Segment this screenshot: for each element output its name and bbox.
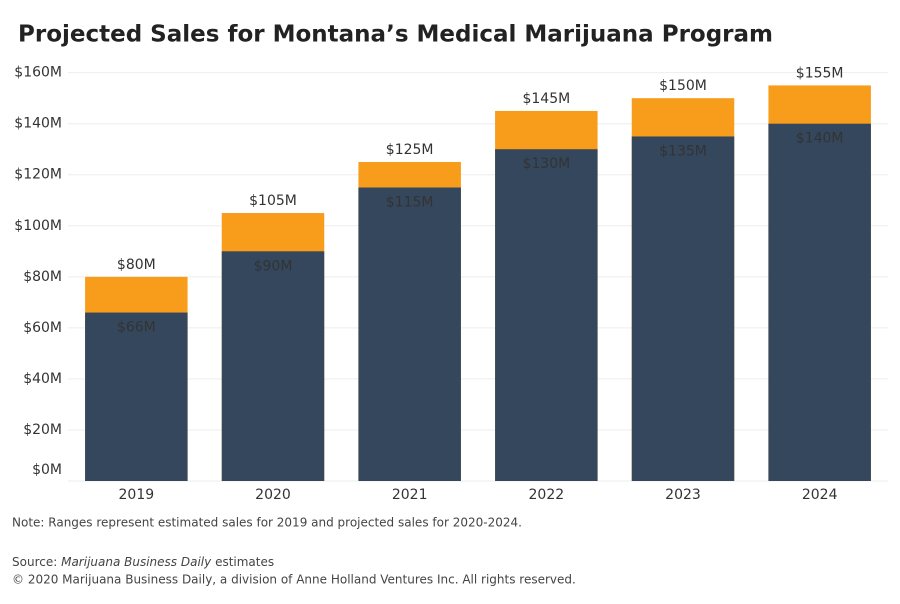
- source-suffix: estimates: [215, 555, 274, 569]
- source: Source: Marijuana Business Daily estimat…: [12, 555, 274, 569]
- bar: [85, 312, 188, 481]
- bar: [221, 251, 325, 481]
- y-tick-label: $40M: [23, 371, 62, 387]
- y-tick-label: $80M: [23, 269, 62, 285]
- copyright: © 2020 Marijuana Business Daily, a divis…: [12, 573, 576, 587]
- data-label: $130M: [522, 156, 570, 172]
- data-label: $105M: [249, 193, 297, 209]
- y-tick-label: $100M: [14, 218, 62, 234]
- chart-title: Projected Sales for Montana’s Medical Ma…: [18, 22, 773, 48]
- x-tick-label: 2023: [665, 487, 701, 503]
- y-tick-label: $140M: [14, 116, 62, 132]
- data-label: $80M: [117, 257, 156, 273]
- bar: [358, 187, 461, 482]
- data-label: $66M: [117, 320, 156, 336]
- x-tick-label: 2021: [392, 487, 428, 503]
- source-name: Marijuana Business Daily: [61, 555, 212, 569]
- x-tick-label: 2022: [529, 487, 565, 503]
- data-label: $155M: [796, 65, 844, 81]
- x-tick-label: 2019: [119, 487, 155, 503]
- source-label: Source:: [12, 555, 57, 569]
- bar: [495, 149, 598, 481]
- bar: [768, 123, 871, 481]
- data-label: $90M: [254, 258, 293, 274]
- data-label: $135M: [659, 143, 707, 159]
- data-label: $125M: [386, 142, 434, 158]
- y-tick-label: $120M: [14, 167, 62, 183]
- data-label: $115M: [386, 195, 434, 211]
- x-tick-label: 2024: [802, 487, 838, 503]
- y-tick-label: $60M: [23, 320, 62, 336]
- data-label: $145M: [522, 91, 570, 107]
- x-tick-label: 2020: [255, 487, 291, 503]
- y-tick-label: $0M: [32, 462, 62, 478]
- y-tick-label: $20M: [23, 422, 62, 438]
- y-tick-label: $160M: [14, 65, 62, 81]
- note: Note: Ranges represent estimated sales f…: [12, 516, 522, 530]
- data-label: $140M: [796, 131, 844, 147]
- data-label: $150M: [659, 78, 707, 94]
- bar: [631, 136, 735, 481]
